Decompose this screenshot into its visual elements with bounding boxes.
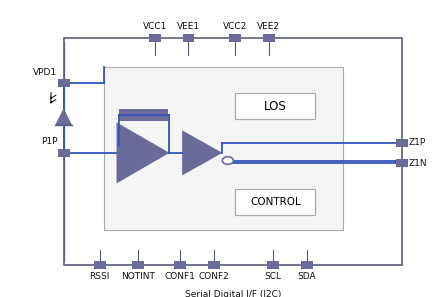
Text: SCL: SCL [265, 272, 282, 281]
Bar [229, 34, 241, 42]
Bar [94, 261, 105, 269]
Text: VEE2: VEE2 [257, 22, 280, 31]
Bar [235, 93, 315, 119]
Bar [183, 34, 194, 42]
Text: LOS: LOS [264, 100, 287, 113]
Bar [267, 261, 279, 269]
Bar [64, 38, 402, 265]
Bar [263, 34, 275, 42]
Text: P1P: P1P [41, 138, 57, 146]
Text: CONF2: CONF2 [199, 272, 229, 281]
Text: RSSI: RSSI [89, 272, 110, 281]
Text: Z1P: Z1P [409, 138, 426, 147]
Polygon shape [55, 108, 72, 125]
Bar [208, 261, 220, 269]
Circle shape [222, 157, 233, 164]
Text: NOTINT: NOTINT [121, 272, 155, 281]
Text: VPD1: VPD1 [33, 68, 57, 77]
Bar [149, 34, 161, 42]
Bar [132, 261, 143, 269]
Bar [57, 79, 70, 87]
Polygon shape [117, 122, 169, 184]
Bar [396, 159, 408, 167]
Bar [235, 189, 315, 215]
Bar [174, 261, 186, 269]
Text: VEE1: VEE1 [177, 22, 200, 31]
Text: VCC1: VCC1 [143, 22, 167, 31]
Text: Serial Digital I/F (I2C): Serial Digital I/F (I2C) [185, 290, 281, 297]
Bar [104, 67, 343, 230]
Text: Z1N: Z1N [409, 159, 427, 168]
Text: SDA: SDA [298, 272, 316, 281]
Bar [120, 109, 168, 121]
Text: CONTROL: CONTROL [250, 197, 301, 207]
Bar [57, 149, 70, 157]
Text: CONF1: CONF1 [165, 272, 195, 281]
Text: VCC2: VCC2 [223, 22, 247, 31]
Bar [396, 139, 408, 147]
Polygon shape [182, 130, 222, 176]
Bar [301, 261, 313, 269]
